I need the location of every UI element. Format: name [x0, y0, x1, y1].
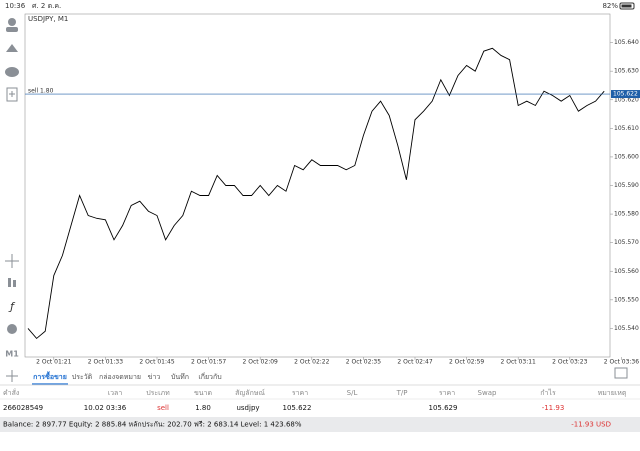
x-tick-label: 2 Oct 03:36 [604, 359, 639, 366]
candle-icon [13, 280, 16, 287]
battery-level [621, 4, 632, 8]
y-tick-label: 105.600 [614, 153, 639, 160]
tabs: การซื้อขาย ประวัติ กล่องจดหมาย ข่าว บันทึก เก… [0, 370, 640, 386]
status-battery: 82% [602, 2, 618, 10]
tab[interactable]: บันทึก [171, 372, 189, 381]
table-header: กำไร [540, 388, 556, 397]
plus-icon [9, 91, 15, 97]
table-header: คำสั่ง [3, 388, 19, 397]
new-order-icon[interactable] [6, 87, 18, 102]
tab[interactable]: การซื้อขาย [33, 370, 67, 381]
y-tick-label: 105.550 [614, 296, 639, 303]
y-tick-label: 105.620 [614, 96, 639, 103]
table-header: ขนาด [194, 389, 212, 397]
layout-icon[interactable] [614, 367, 628, 379]
x-tick-label: 2 Oct 02:47 [397, 359, 432, 366]
battery-icon [619, 2, 635, 10]
table-header: หมายเหตุ [598, 389, 627, 397]
tab[interactable]: ประวัติ [72, 373, 93, 381]
table-header: ราคา [292, 389, 308, 397]
trade-icon[interactable] [6, 44, 18, 52]
status-date: ศ. 2 ต.ค. [32, 2, 61, 10]
table-cell: 266028549 [3, 404, 43, 412]
timeframe-button[interactable]: M1 [5, 350, 19, 359]
table-header: ราคา [439, 389, 455, 397]
table-header: Swap [478, 389, 497, 397]
tab[interactable]: กล่องจดหมาย [99, 373, 141, 381]
tab[interactable]: ข่าว [148, 373, 161, 381]
x-tick-label: 2 Oct 01:45 [139, 359, 174, 366]
candle-icon[interactable] [8, 278, 11, 287]
add-icon[interactable] [6, 370, 18, 382]
total-profit: -11.93 USD [571, 421, 611, 429]
y-tick-label: 105.590 [614, 182, 639, 189]
objects-icon[interactable] [7, 324, 17, 334]
table-header: สัญลักษณ์ [235, 389, 265, 397]
x-tick-label: 2 Oct 01:33 [88, 359, 123, 366]
x-tick-label: 2 Oct 02:09 [243, 359, 278, 366]
x-tick-label: 2 Oct 03:11 [501, 359, 536, 366]
positions-table: คำสั่ง เวลา ประเภท ขนาด สัญลักษณ์ ราคา S/L T/P ร… [0, 388, 640, 412]
x-tick-label: 2 Oct 03:23 [552, 359, 587, 366]
table-cell: 10.02 03:36 [84, 404, 127, 412]
x-tick-label: 2 Oct 02:59 [449, 359, 484, 366]
sell-line-label: sell 1.80 [28, 88, 54, 95]
left-toolbar: ƒ M1 [5, 18, 19, 382]
x-tick-label: 2 Oct 01:57 [191, 359, 226, 366]
table-cell: 105.622 [283, 404, 312, 412]
account-icon-body [6, 27, 18, 32]
y-tick-label: 105.540 [614, 325, 639, 332]
chart-title: USDJPY, M1 [28, 15, 68, 23]
table-cell: 1.80 [195, 404, 211, 412]
table-header: เวลา [108, 389, 123, 397]
table-header: S/L [347, 389, 358, 397]
table-header: ประเภท [146, 389, 170, 397]
price-line [27, 47, 605, 340]
y-tick-label: 105.610 [614, 125, 639, 132]
account-icon[interactable] [8, 18, 16, 26]
y-tick-label: 105.580 [614, 211, 639, 218]
sell-price-label: 105.622 [613, 91, 638, 98]
x-tick-label: 2 Oct 02:22 [294, 359, 329, 366]
table-header: T/P [396, 389, 408, 397]
chat-icon[interactable] [5, 67, 19, 77]
y-tick-label: 105.640 [614, 39, 639, 46]
table-cell: -11.93 [542, 404, 565, 412]
x-tick-label: 2 Oct 01:21 [36, 359, 71, 366]
y-tick-label: 105.570 [614, 239, 639, 246]
status-time: 10:36 [5, 2, 26, 10]
indicator-icon[interactable]: ƒ [8, 300, 16, 313]
y-tick-label: 105.560 [614, 268, 639, 275]
crosshair-icon[interactable] [5, 254, 19, 268]
table-cell: sell [157, 404, 169, 412]
tab[interactable]: เกี่ยวกับ [198, 372, 221, 381]
balance-text: Balance: 2 897.77 Equity: 2 885.84 หลักป… [3, 421, 302, 429]
sell-price-box [611, 90, 640, 99]
table-cell: usdjpy [236, 404, 259, 412]
table-cell: 105.629 [429, 404, 458, 412]
balance-bar [0, 417, 640, 432]
x-tick-label: 2 Oct 02:35 [346, 359, 381, 366]
y-tick-label: 105.630 [614, 68, 639, 75]
